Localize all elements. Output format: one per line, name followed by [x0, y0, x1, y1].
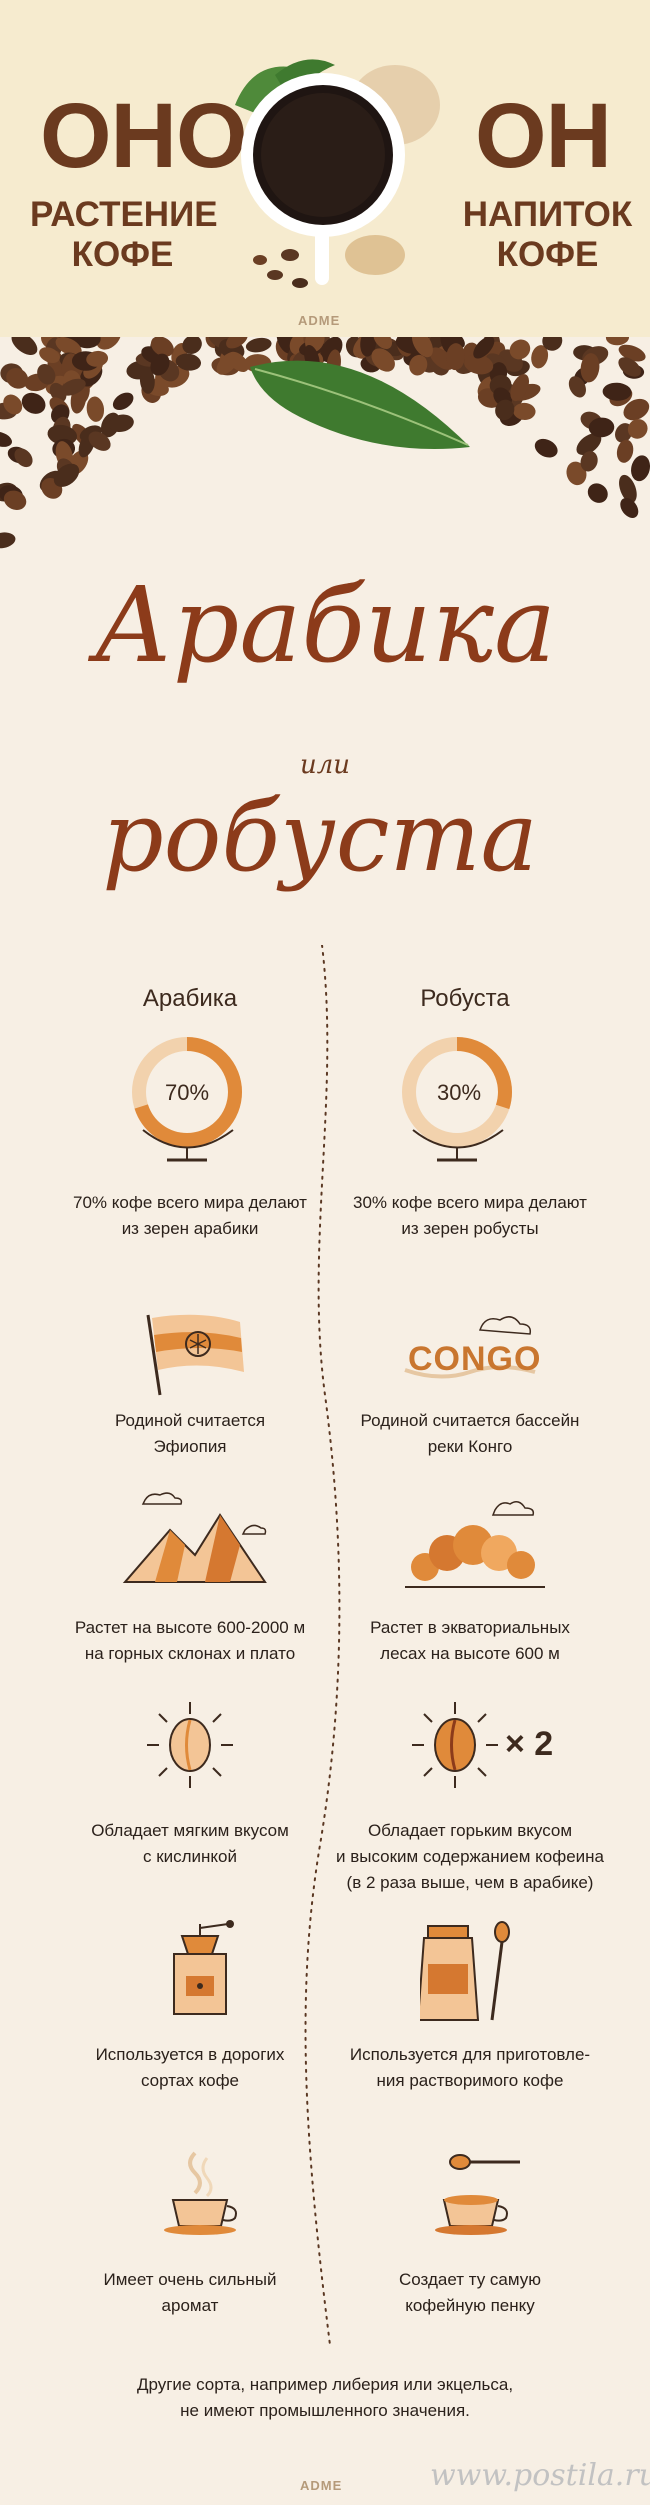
footer-watermark: ADME — [300, 2478, 343, 2493]
row1-left-caption: 70% кофе всего мира делают из зерен араби… — [73, 1193, 307, 1238]
aroma-cup-icon — [164, 2151, 237, 2235]
row2-left-caption: Родиной считается Эфиопия — [114, 1411, 266, 1456]
right-sub-line2: КОФЕ — [496, 235, 599, 274]
congo-river-icon — [404, 1316, 536, 1379]
globe-icon-robusta — [402, 1037, 512, 1162]
instant-coffee-jar-icon — [420, 1921, 510, 2021]
coffee-grinder-icon — [173, 1920, 234, 2015]
title-line2: робуста — [102, 781, 538, 893]
coffee-beans-band — [0, 337, 650, 587]
header-banner: ОНО РАСТЕНИЕ КОФЕ ОН НАПИТОК КОФЕ ADME — [0, 0, 650, 337]
row1-right-caption: 30% кофе всего мира делают из зерен робус… — [353, 1193, 587, 1238]
caffeine-multiplier: × 2 — [505, 1725, 554, 1763]
column-head-arabica: Арабика — [142, 985, 238, 1012]
bitter-bean-icon — [412, 1702, 498, 1788]
row6-right-caption: Создает ту самую кофейную пенку — [398, 2270, 542, 2315]
row5-left-caption: Используется в дорогих сортах кофе — [95, 2045, 285, 2090]
congo-badge: CONGO — [408, 1340, 542, 1378]
rainforest-icon — [405, 1501, 545, 1588]
coffee-cup-icon — [235, 59, 440, 288]
crema-cup-icon — [435, 2154, 520, 2235]
right-subtitle: НАПИТОК КОФЕ — [455, 195, 640, 275]
ethiopia-flag-icon — [146, 1314, 244, 1396]
header-watermark: ADME — [298, 313, 341, 328]
globe-icon-arabica — [132, 1037, 242, 1162]
row2-right-caption: Родиной считается бассейн реки Конго — [360, 1411, 580, 1456]
robusta-percent: 30% — [437, 1080, 482, 1105]
left-sub-line1: РАСТЕНИЕ — [30, 195, 218, 234]
footer-note: Другие сорта, например либерия или экцел… — [136, 2375, 514, 2420]
coffee-beans-icon — [0, 337, 650, 549]
row6-left-caption: Имеет очень сильный аромат — [103, 2270, 277, 2315]
left-sub-line2: КОФЕ — [71, 235, 174, 274]
right-sub-line1: НАПИТОК — [462, 195, 633, 234]
left-subtitle: РАСТЕНИЕ КОФЕ — [30, 195, 218, 275]
mild-bean-icon — [147, 1702, 233, 1788]
row4-right-caption: Обладает горьким вкусом и высоким содержа… — [336, 1821, 604, 1892]
column-head-robusta: Робуста — [420, 985, 510, 1012]
title-connector: или — [299, 750, 351, 780]
right-big-title: ОН — [475, 85, 612, 187]
left-big-title: ОНО — [40, 85, 248, 187]
title-line1: Арабика — [94, 564, 556, 686]
row5-right-caption: Используется для приготовле-ния раствори… — [349, 2045, 591, 2090]
mountains-icon — [122, 1492, 267, 1583]
arabica-percent: 70% — [165, 1080, 210, 1105]
site-watermark: www.postila.ru — [430, 2458, 650, 2493]
row3-right-caption: Растет в экваториальных лесах на высоте 6… — [370, 1618, 570, 1663]
row4-left-caption: Обладает мягким вкусом с кислинкой — [91, 1821, 289, 1866]
row3-left-caption: Растет на высоте 600-2000 м на горных скл… — [74, 1618, 306, 1663]
